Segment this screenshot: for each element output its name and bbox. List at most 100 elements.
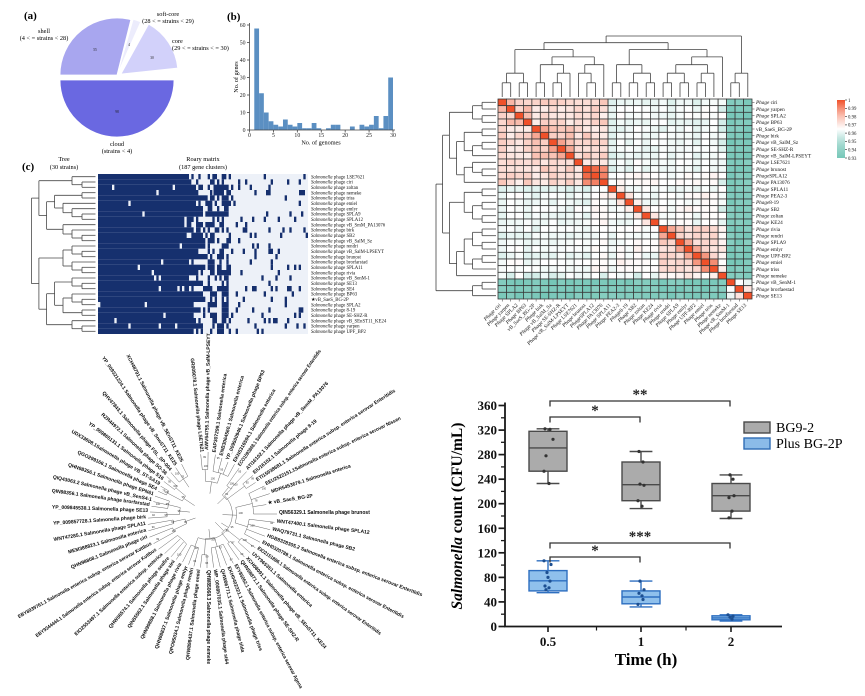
- svg-text:4: 4: [128, 43, 130, 47]
- svg-text:30: 30: [240, 76, 246, 82]
- svg-text:100: 100: [175, 471, 180, 475]
- svg-text:Salmonella phage rivia: Salmonella phage rivia: [311, 271, 356, 276]
- svg-text:40: 40: [484, 594, 497, 609]
- svg-text:95: 95: [217, 456, 220, 460]
- svg-text:40: 40: [240, 58, 246, 64]
- svg-text:Phage rendri: Phage rendri: [755, 233, 784, 239]
- svg-text:320: 320: [478, 423, 498, 438]
- svg-text:Phage ciri: Phage ciri: [755, 100, 778, 106]
- svg-text:100: 100: [211, 537, 216, 541]
- svg-text:25: 25: [366, 133, 372, 139]
- svg-text:Salmonella phage SE13: Salmonella phage SE13: [311, 282, 357, 287]
- svg-text:Time (h): Time (h): [615, 650, 678, 669]
- svg-text:99: 99: [171, 520, 174, 524]
- svg-text:*: *: [591, 403, 599, 419]
- svg-text:soft-core: soft-core: [157, 11, 180, 18]
- svg-text:50: 50: [240, 41, 246, 47]
- svg-text:30: 30: [390, 133, 396, 139]
- svg-text:0.97: 0.97: [848, 124, 857, 129]
- svg-text:100: 100: [230, 482, 235, 486]
- svg-text:0: 0: [491, 619, 498, 634]
- svg-text:Phage brorfaestad: Phage brorfaestad: [755, 286, 794, 293]
- svg-text:Salmonella phage LSE7621: Salmonella phage LSE7621: [311, 175, 365, 180]
- svg-text:100: 100: [156, 502, 161, 506]
- svg-text:20: 20: [240, 93, 246, 99]
- svg-text:95: 95: [205, 561, 208, 565]
- svg-text:99: 99: [206, 554, 209, 558]
- svg-text:240: 240: [478, 472, 498, 487]
- svg-text:(strains < 4): (strains < 4): [102, 148, 132, 155]
- svg-text:5: 5: [272, 133, 275, 139]
- svg-text:Salmonella phage vB_SEnST11_KE: Salmonella phage vB_SEnST11_KE24: [311, 319, 387, 324]
- svg-text:0.96: 0.96: [848, 132, 857, 137]
- svg-text:(187 gene clusters): (187 gene clusters): [179, 164, 227, 171]
- svg-text:95: 95: [238, 470, 241, 474]
- svg-text:Phage SPLA11: Phage SPLA11: [755, 187, 789, 193]
- svg-text:Phage KE24: Phage KE24: [755, 220, 783, 226]
- svg-text:Plus BG-2P: Plus BG-2P: [776, 437, 843, 452]
- svg-text:Phage emlyr: Phage emlyr: [755, 247, 783, 253]
- svg-text:120: 120: [478, 545, 498, 560]
- svg-text:0.95: 0.95: [848, 140, 857, 145]
- svg-text:core: core: [172, 38, 183, 45]
- svg-text:92: 92: [195, 546, 198, 550]
- svg-text:Salmonella phage rendri: Salmonella phage rendri: [311, 245, 359, 250]
- svg-text:99: 99: [193, 559, 196, 563]
- svg-text:0.5: 0.5: [540, 634, 557, 649]
- svg-text:Salmonella phage yarpen: Salmonella phage yarpen: [311, 325, 360, 330]
- svg-text:0.93: 0.93: [848, 157, 857, 162]
- svg-text:1: 1: [638, 634, 645, 649]
- svg-text:Salmonella phage birk: Salmonella phage birk: [311, 229, 355, 234]
- svg-text:200: 200: [478, 496, 498, 511]
- svg-text:Phage vB_SalM-LPSEYT: Phage vB_SalM-LPSEYT: [755, 153, 812, 159]
- svg-text:160: 160: [478, 521, 498, 536]
- svg-text:360: 360: [478, 398, 498, 413]
- svg-text:10: 10: [240, 111, 246, 117]
- svg-text:QHW85068.3 Salmonella phage ne: QHW85068.3 Salmonella phage nemeke: [205, 570, 211, 664]
- svg-text:Phage SPLA2: Phage SPLA2: [755, 113, 786, 119]
- svg-text:99: 99: [203, 455, 206, 459]
- svg-text:Phage birk: Phage birk: [755, 133, 779, 139]
- svg-text:***: ***: [629, 529, 652, 545]
- svg-text:Salmonella phage SPLA11: Salmonella phage SPLA11: [311, 266, 363, 271]
- svg-text:100: 100: [173, 484, 178, 488]
- svg-text:(30 strains): (30 strains): [50, 164, 79, 171]
- svg-text:100: 100: [250, 523, 255, 527]
- svg-text:100: 100: [239, 511, 244, 515]
- svg-text:Salmonella phage vB_SmM_PA1307: Salmonella phage vB_SmM_PA13076: [311, 223, 386, 228]
- svg-text:shell: shell: [38, 28, 50, 35]
- svg-text:20: 20: [342, 133, 348, 139]
- svg-text:100: 100: [172, 529, 177, 533]
- svg-text:30: 30: [150, 56, 154, 60]
- svg-text:280: 280: [478, 447, 498, 462]
- svg-text:Phage SB2: Phage SB2: [755, 207, 780, 213]
- svg-text:87: 87: [232, 541, 235, 545]
- svg-text:78: 78: [162, 488, 165, 492]
- svg-text:95: 95: [231, 525, 234, 529]
- svg-text:0: 0: [243, 128, 246, 134]
- svg-text:Salmonella phage SE-SHZ-R: Salmonella phage SE-SHZ-R: [311, 314, 368, 319]
- svg-text:100: 100: [233, 482, 238, 486]
- svg-text:Phage SE13: Phage SE13: [755, 293, 782, 299]
- svg-text:Phage zoltan: Phage zoltan: [755, 213, 784, 219]
- svg-text:99: 99: [184, 520, 187, 524]
- svg-text:(c): (c): [22, 161, 35, 173]
- svg-text:Tree: Tree: [58, 156, 70, 163]
- svg-text:**: **: [633, 387, 648, 403]
- svg-text:Salmonella phage vB_SalM-LPSEY: Salmonella phage vB_SalM-LPSEYT: [311, 250, 384, 255]
- svg-text:(a): (a): [24, 10, 37, 22]
- svg-text:Phage nemeke: Phage nemeke: [755, 273, 787, 279]
- svg-text:QIN56329.1 Salmonella phage br: QIN56329.1 Salmonella phage brunost: [279, 510, 370, 516]
- svg-text:99: 99: [251, 477, 254, 481]
- svg-text:78: 78: [255, 499, 258, 503]
- svg-text:Salmonella phage triss: Salmonella phage triss: [311, 197, 355, 202]
- svg-text:100: 100: [243, 538, 248, 542]
- svg-text:No. of genes: No. of genes: [233, 61, 240, 93]
- svg-text:55: 55: [93, 48, 97, 52]
- svg-text:Salmonella phage SB2: Salmonella phage SB2: [311, 234, 355, 239]
- svg-text:Salmonella count (CFU/mL): Salmonella count (CFU/mL): [449, 423, 466, 610]
- svg-text:Phage vB_SalM_Sz: Phage vB_SalM_Sz: [755, 140, 799, 146]
- svg-text:Salmonella phage vB_SalM_Sz: Salmonella phage vB_SalM_Sz: [311, 239, 372, 244]
- svg-text:Salmonella phage emiel: Salmonella phage emiel: [311, 202, 358, 207]
- svg-text:Salmonella phage SPLA2: Salmonella phage SPLA2: [311, 303, 361, 308]
